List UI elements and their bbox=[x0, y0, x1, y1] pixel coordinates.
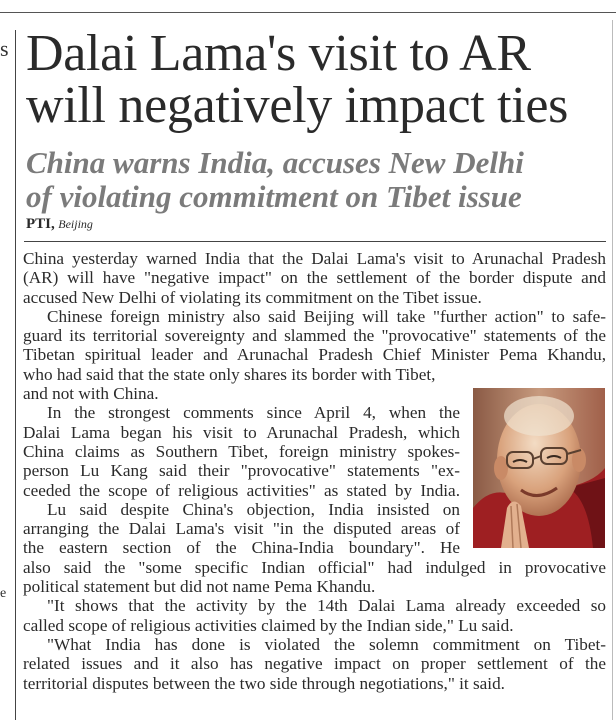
headline: Dalai Lama's visit to AR will negatively… bbox=[26, 28, 616, 132]
byline-agency: PTI, bbox=[26, 216, 55, 232]
headline-line: Dalai Lama's visit to AR bbox=[26, 25, 531, 82]
subheadline-line: China warns India, accuses New Delhi bbox=[26, 145, 524, 180]
paragraph: In the strongest comments since April 4,… bbox=[23, 403, 606, 499]
top-rule bbox=[0, 12, 616, 13]
paragraph: Lu said despite China's objection, India… bbox=[23, 500, 606, 596]
text-line: "It shows that the activity by the 14th … bbox=[47, 596, 606, 616]
adjacent-column-fragment: s bbox=[0, 36, 9, 61]
text-line: China yesterday warned India that the Da… bbox=[23, 249, 606, 268]
subheadline: China warns India, accuses New Delhi of … bbox=[26, 146, 616, 214]
text-line: and not with China. bbox=[23, 384, 159, 404]
text-line: accused New Delhi of violating its commi… bbox=[23, 287, 482, 307]
text-line: called scope of religious activities cla… bbox=[23, 615, 514, 635]
paragraph: "It shows that the activity by the 14th … bbox=[23, 596, 606, 635]
byline: PTI, Beijing bbox=[26, 216, 93, 233]
text-line: guard its territorial sovereignty and sl… bbox=[23, 326, 606, 346]
headline-line: will negatively impact ties bbox=[26, 77, 569, 134]
text-line: ceeded the scope of religious activities… bbox=[23, 480, 460, 500]
dalai-lama-photo bbox=[473, 388, 605, 548]
text-line: arranging the Dalai Lama's visit "in the… bbox=[23, 519, 460, 539]
adjacent-column-fragment: e bbox=[0, 586, 7, 601]
text-line: China claims as Southern Tibet, foreign … bbox=[23, 441, 460, 461]
subheadline-line: of violating commitment on Tibet issue bbox=[26, 179, 522, 214]
text-line: Dalai Lama began his visit to Arunachal … bbox=[23, 422, 460, 442]
text-line: political statement but did not name Pem… bbox=[23, 577, 376, 597]
text-line: (AR) will have "negative impact" on the … bbox=[23, 268, 606, 288]
text-line: territorial disputes between the two sid… bbox=[23, 673, 505, 693]
byline-rule bbox=[24, 241, 606, 242]
text-line: "What India has done is violated the sol… bbox=[47, 634, 606, 654]
paragraph: "What India has done is violated the sol… bbox=[23, 635, 606, 693]
text-line: person Lu Kang said their "provocative" … bbox=[23, 461, 460, 481]
text-line: related issues and it also has negative … bbox=[23, 654, 606, 674]
portrait-image bbox=[473, 388, 605, 548]
paragraph: Chinese foreign ministry also said Beiji… bbox=[23, 307, 606, 403]
article-body: China yesterday warned India that the Da… bbox=[23, 249, 606, 693]
text-line: Chinese foreign ministry also said Beiji… bbox=[47, 306, 606, 326]
column-divider bbox=[15, 30, 16, 720]
text-line: also said the "some specific Indian offi… bbox=[23, 557, 606, 577]
byline-place: Beijing bbox=[58, 217, 93, 231]
paragraph: China yesterday warned India that the Da… bbox=[23, 249, 606, 307]
text-line: who had said that the state only shares … bbox=[23, 364, 436, 384]
text-line: the eastern section of the China-India b… bbox=[23, 538, 460, 558]
text-line: Lu said despite China's objection, India… bbox=[47, 499, 460, 519]
text-line: Tibetan spiritual leader and Arunachal P… bbox=[23, 345, 606, 365]
text-line: In the strongest comments since April 4,… bbox=[47, 403, 460, 423]
right-edge-rule bbox=[612, 20, 613, 720]
